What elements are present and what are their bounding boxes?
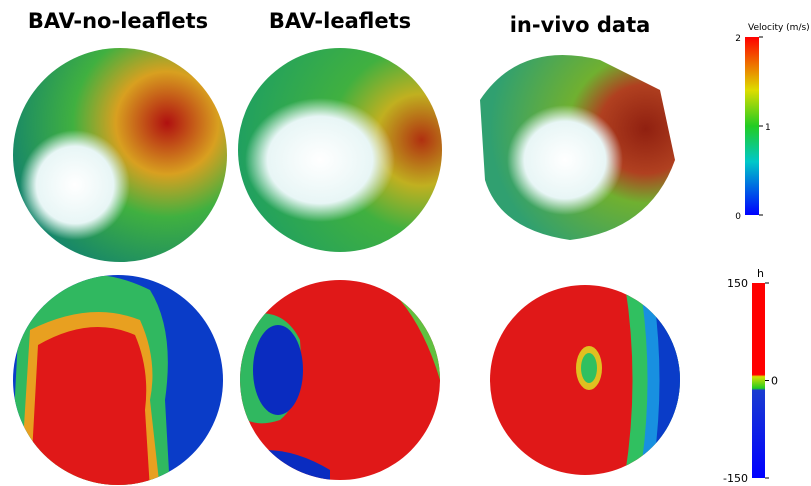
helicity-field (10, 270, 680, 486)
panel-title: in-vivo data (510, 13, 651, 37)
colorbar (745, 37, 759, 215)
colorbar-label: h (757, 267, 764, 280)
tick-label: 1 (765, 123, 771, 133)
tick-label: -150 (723, 472, 748, 485)
panel-title: BAV-no-leaflets (28, 9, 208, 33)
tick-label: 150 (727, 277, 748, 290)
velocity-field (13, 48, 675, 262)
tick-label: 0 (771, 375, 778, 388)
panel-title: BAV-leaflets (269, 9, 411, 33)
tick-label: 0 (735, 212, 741, 222)
colorbar (752, 283, 765, 478)
colorbar-label: Velocity (m/s) (748, 23, 810, 33)
tick-label: 2 (735, 34, 741, 44)
figure: BAV-no-leaflets BAV-leaflets in-vivo dat… (0, 0, 811, 486)
